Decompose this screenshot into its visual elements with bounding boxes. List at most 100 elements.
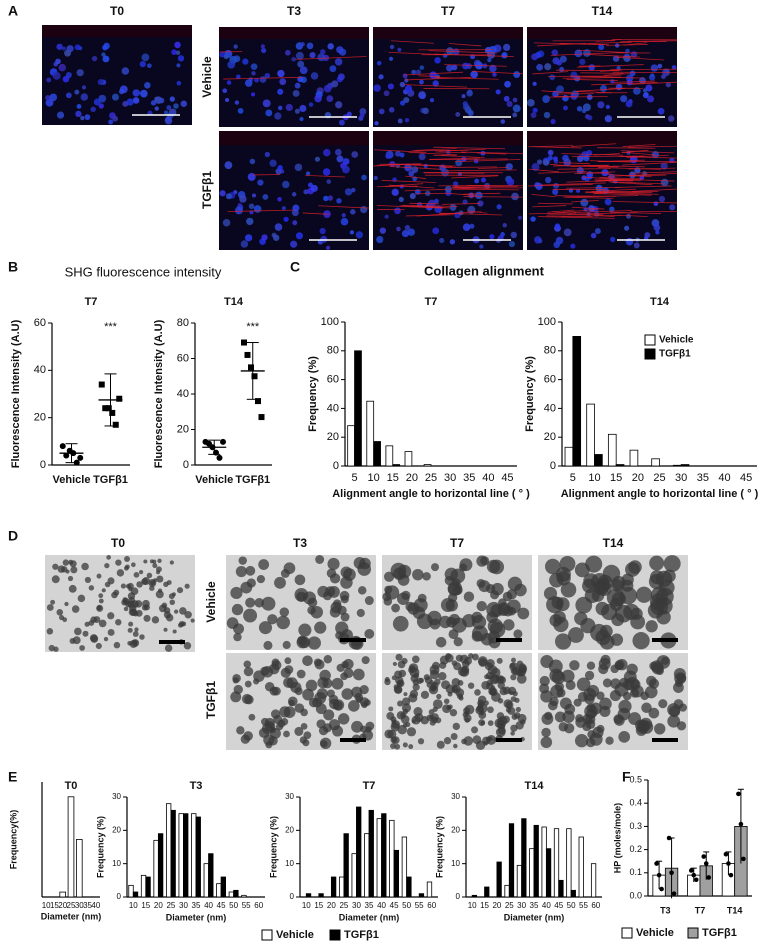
collagen-fiber	[571, 143, 616, 147]
nucleus	[174, 41, 181, 49]
fibril	[464, 704, 475, 715]
fibril	[408, 693, 418, 703]
fibril	[329, 573, 341, 584]
fibril	[431, 563, 440, 572]
fibril	[343, 658, 354, 670]
data-point	[63, 452, 70, 459]
fibril	[560, 582, 577, 598]
fibril	[673, 699, 684, 709]
legend-label: Vehicle	[276, 929, 314, 941]
fibril	[151, 616, 160, 624]
data-point	[251, 373, 258, 380]
collagen-fiber	[408, 152, 458, 156]
data-point	[102, 405, 109, 412]
x-tick-label: 60	[427, 901, 436, 910]
nucleus	[399, 152, 405, 158]
fibril	[502, 591, 513, 602]
nucleus	[74, 44, 81, 51]
fibril	[474, 689, 481, 696]
collagen-fiber	[551, 211, 573, 214]
chart-title: T3	[190, 780, 203, 792]
fibril	[555, 597, 570, 612]
nucleus	[322, 168, 331, 176]
fibril	[655, 666, 664, 676]
fibril	[609, 690, 622, 702]
fibril	[487, 706, 494, 714]
y-tick-label: 0	[183, 459, 189, 471]
fibril	[315, 555, 325, 564]
collagen-fiber	[538, 216, 615, 219]
fibril	[98, 619, 107, 628]
y-tick-label: 0.5	[629, 774, 642, 784]
x-tick-label: 15	[610, 472, 622, 484]
y-tick-label: 30	[285, 792, 294, 801]
fibril	[547, 700, 558, 711]
fibril	[56, 608, 64, 616]
collagen-fiber	[318, 205, 370, 209]
fibril	[435, 717, 442, 724]
x-tick-label: 35	[83, 901, 92, 910]
x-tick-label: 45	[217, 901, 226, 910]
x-tick-label: 60	[591, 901, 600, 910]
nucleus	[285, 103, 293, 112]
collagen-fiber	[612, 165, 645, 168]
legend-label: TGFβ1	[702, 927, 737, 939]
x-tick-label: 25	[653, 472, 665, 484]
nucleus	[570, 71, 578, 79]
fibril	[422, 572, 431, 581]
nucleus	[576, 188, 581, 193]
fibril	[96, 604, 104, 612]
nucleus	[103, 42, 110, 50]
nucleus	[667, 115, 675, 122]
nucleus	[669, 204, 676, 211]
nucleus	[66, 45, 74, 53]
fibril	[412, 568, 424, 581]
panel-label: C	[290, 259, 300, 275]
nucleus	[562, 94, 569, 102]
data-point	[669, 870, 674, 876]
nucleus	[505, 163, 513, 171]
nucleus	[439, 237, 445, 244]
panel-label: B	[8, 259, 18, 275]
x-tick-label: 10	[129, 901, 138, 910]
fibril	[452, 722, 460, 731]
nucleus	[336, 155, 344, 163]
bar	[578, 836, 584, 898]
collagen-fiber	[302, 212, 329, 215]
collagen-fiber	[402, 204, 450, 209]
x-tick-label: 25	[505, 901, 514, 910]
fibril	[84, 621, 90, 627]
bar	[153, 839, 159, 898]
nucleus	[574, 49, 583, 58]
nucleus	[326, 95, 334, 103]
fibril	[440, 598, 455, 612]
collagen-fiber	[446, 192, 478, 196]
x-tick-label: 10	[588, 472, 600, 484]
nucleus	[310, 72, 319, 80]
fibril	[359, 697, 370, 707]
micrograph	[373, 27, 523, 127]
fibril	[448, 613, 461, 626]
fibril	[382, 592, 392, 602]
x-tick-label: Vehicle	[195, 474, 233, 486]
collagen-fiber	[388, 52, 450, 56]
chart-title: T7	[85, 296, 98, 308]
nucleus	[233, 44, 238, 49]
fibril	[645, 620, 658, 633]
fibril	[628, 560, 642, 574]
fibril	[88, 585, 95, 591]
fibril	[658, 579, 675, 596]
fibril	[318, 726, 329, 736]
x-tick-label: 40	[718, 472, 730, 484]
x-tick-label: 10	[42, 901, 51, 910]
fibril	[72, 636, 81, 645]
fibril	[326, 689, 335, 698]
fibril	[409, 667, 420, 678]
x-tick-label: 25	[166, 901, 175, 910]
bar	[354, 350, 362, 467]
collagen-fiber	[599, 177, 642, 180]
fibril	[139, 634, 145, 640]
fibril	[74, 627, 82, 636]
column-label: T0	[111, 536, 125, 550]
fibril	[134, 600, 143, 608]
